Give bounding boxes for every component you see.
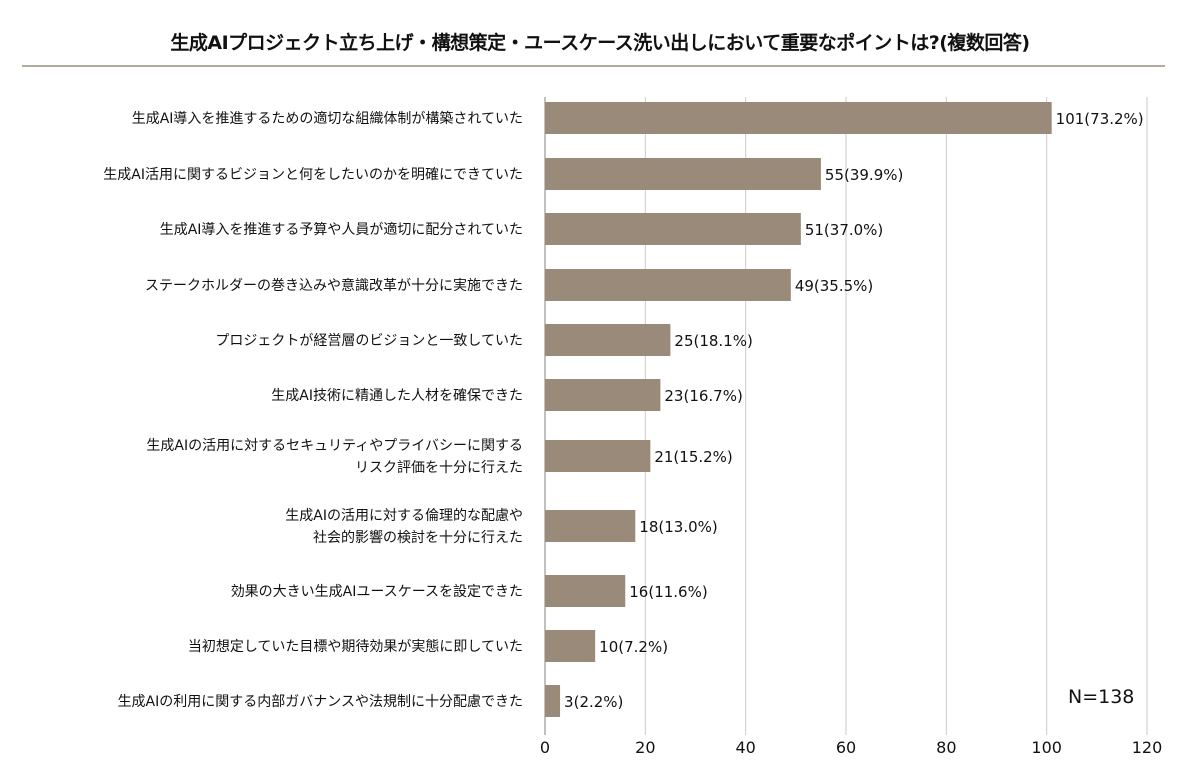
data-label: 21(15.2%): [654, 448, 732, 466]
title-divider: [22, 65, 1165, 67]
sample-size-annotation: N=138: [1068, 686, 1135, 708]
x-tick-label: 100: [1031, 738, 1062, 757]
bar: [545, 575, 626, 607]
category-label: 生成AI技術に精通した人材を確保できた: [271, 388, 523, 404]
bar: [545, 213, 801, 245]
data-label: 16(11.6%): [629, 583, 707, 601]
category-label: 生成AIの活用に対するセキュリティやプライバシーに関する: [146, 438, 523, 454]
category-label: 生成AI導入を推進する予算や人員が適切に配分されていた: [160, 221, 523, 238]
category-label: 社会的影響の検討を十分に行えた: [313, 529, 523, 546]
chart-title: 生成AIプロジェクト立ち上げ・構想策定・ユースケース洗い出しにおいて重要なポイン…: [170, 32, 1030, 54]
data-label: 101(73.2%): [1056, 110, 1144, 128]
bar: [545, 630, 596, 662]
bar: [545, 324, 671, 356]
x-tick-label: 120: [1132, 738, 1163, 757]
data-label: 49(35.5%): [795, 277, 873, 295]
x-tick-label: 20: [635, 738, 655, 757]
data-label: 3(2.2%): [564, 693, 623, 711]
x-tick-label: 0: [540, 738, 550, 757]
category-label: リスク評価を十分に行えた: [355, 460, 523, 476]
bar: [545, 102, 1052, 134]
category-label: 生成AIの利用に関する内部ガバナンスや法規制に十分配慮できた: [118, 694, 523, 710]
category-label: ステークホルダーの巻き込みや意識改革が十分に実施できた: [145, 277, 523, 294]
category-label: 効果の大きい生成AIユースケースを設定できた: [231, 584, 523, 600]
data-label: 10(7.2%): [599, 638, 668, 656]
bar: [545, 440, 651, 472]
data-label: 23(16.7%): [664, 387, 742, 405]
data-label: 55(39.9%): [825, 166, 903, 184]
category-label: 当初想定していた目標や期待効果が実態に即していた: [188, 638, 523, 655]
data-label: 25(18.1%): [674, 332, 752, 350]
x-tick-label: 40: [735, 738, 755, 757]
bar: [545, 685, 561, 717]
data-label: 51(37.0%): [805, 221, 883, 239]
x-tick-label: 80: [936, 738, 956, 757]
category-label: 生成AI活用に関するビジョンと何をしたいのかを明確にできていた: [103, 167, 523, 183]
data-label: 18(13.0%): [639, 518, 717, 536]
bar: [545, 510, 636, 542]
bar: [545, 269, 791, 301]
category-label: 生成AIの活用に対する倫理的な配慮や: [285, 508, 523, 524]
bar: [545, 158, 821, 190]
category-label: プロジェクトが経営層のビジョンと一致していた: [215, 333, 523, 349]
bar: [545, 379, 661, 411]
x-tick-label: 60: [836, 738, 856, 757]
category-label: 生成AI導入を推進するための適切な組織体制が構築されていた: [132, 110, 523, 127]
